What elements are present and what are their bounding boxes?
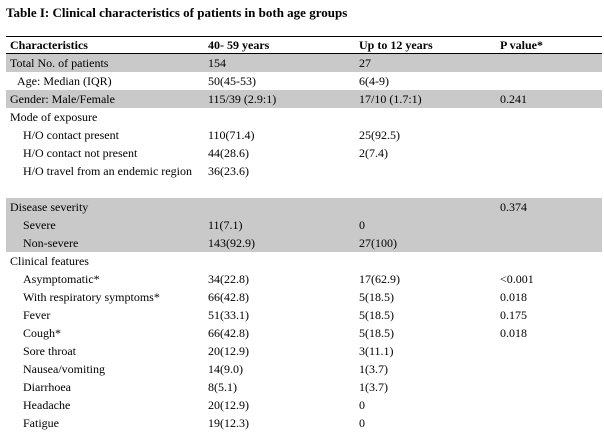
row-label: Gender: Male/Female [10, 92, 115, 106]
row-label: Fever [23, 308, 51, 322]
value-up-to-12: 25(92.5) [359, 128, 400, 142]
row-label: Asymptomatic* [23, 272, 100, 286]
p-value: 0.241 [500, 92, 527, 106]
table-row: Gender: Male/Female 115/39 (2.9:1) 17/10 (… [6, 90, 602, 108]
table-row: Age: Median (IQR) 50(45-53) 6(4-9) [6, 72, 602, 90]
header-p-value: P value* [500, 38, 544, 52]
value-up-to-12: 0 [359, 398, 365, 412]
row-label: Age: Median (IQR) [17, 74, 112, 88]
table-row: Disease severity 0.374 [6, 198, 602, 216]
value-up-to-12: 0 [359, 416, 365, 430]
p-value: 0.374 [500, 200, 527, 214]
table-row: Asymptomatic* 34(22.8) 17(62.9) <0.001 [6, 270, 602, 288]
value-40-59: 19(12.3) [208, 416, 249, 430]
p-value: 0.018 [500, 326, 527, 340]
row-label: Diarrhoea [23, 380, 71, 394]
value-40-59: 34(22.8) [208, 272, 249, 286]
value-up-to-12: 2(7.4) [359, 146, 388, 160]
row-label: Total No. of patients [10, 56, 109, 70]
row-label: H/O contact not present [23, 146, 138, 160]
row-label: Fatigue [23, 416, 59, 430]
value-up-to-12: 5(18.5) [359, 308, 394, 322]
row-label: Sore throat [23, 344, 76, 358]
table-row: Non-severe 143(92.9) 27(100) [6, 234, 602, 252]
p-value: 0.018 [500, 290, 527, 304]
table-row: With respiratory symptoms* 66(42.8) 5(18.5… [6, 288, 602, 306]
value-up-to-12: 6(4-9) [359, 74, 389, 88]
value-up-to-12: 0 [359, 218, 365, 232]
value-up-to-12: 3(11.1) [359, 344, 394, 358]
value-40-59: 110(71.4) [208, 128, 255, 142]
row-label: Disease severity [10, 200, 89, 214]
value-40-59: 20(12.9) [208, 398, 249, 412]
value-up-to-12: 27 [359, 56, 371, 70]
value-up-to-12: 5(18.5) [359, 290, 394, 304]
table-row: Nausea/vomiting 14(9.0) 1(3.7) [6, 360, 602, 378]
value-up-to-12: 17(62.9) [359, 272, 400, 286]
value-40-59: 51(33.1) [208, 308, 249, 322]
table-row: Sore throat 20(12.9) 3(11.1) [6, 342, 602, 360]
table-body: Total No. of patients 154 27 Age: Median (I… [6, 54, 602, 432]
clinical-characteristics-table: Characteristics 40- 59 years Up to 12 ye… [6, 36, 602, 432]
value-40-59: 20(12.9) [208, 344, 249, 358]
table-row: H/O contact not present 44(28.6) 2(7.4) [6, 144, 602, 162]
value-up-to-12: 1(3.7) [359, 380, 388, 394]
value-40-59: 115/39 (2.9:1) [208, 92, 277, 106]
value-40-59: 11(7.1) [208, 218, 243, 232]
value-up-to-12: 1(3.7) [359, 362, 388, 376]
row-label: Non-severe [23, 236, 79, 250]
table-row: Fever 51(33.1) 5(18.5) 0.175 [6, 306, 602, 324]
value-up-to-12: 5(18.5) [359, 326, 394, 340]
row-label: Severe [23, 218, 56, 232]
table-row: Cough* 66(42.8) 5(18.5) 0.018 [6, 324, 602, 342]
value-40-59: 66(42.8) [208, 290, 249, 304]
value-40-59: 143(92.9) [208, 236, 255, 250]
row-label: Headache [23, 398, 71, 412]
table-row: Diarrhoea 8(5.1) 1(3.7) [6, 378, 602, 396]
table-row: Fatigue 19(12.3) 0 [6, 414, 602, 432]
value-40-59: 8(5.1) [208, 380, 237, 394]
value-40-59: 44(28.6) [208, 146, 249, 160]
row-label: Nausea/vomiting [23, 362, 105, 376]
table-row: Clinical features [6, 252, 602, 270]
value-40-59: 154 [208, 56, 226, 70]
p-value: 0.175 [500, 308, 527, 322]
header-age-40-59: 40- 59 years [208, 38, 270, 52]
table-row: Total No. of patients 154 27 [6, 54, 602, 72]
row-label: Clinical features [10, 254, 89, 268]
value-40-59: 14(9.0) [208, 362, 243, 376]
table-header-row: Characteristics 40- 59 years Up to 12 ye… [6, 36, 602, 54]
table-row: Severe 11(7.1) 0 [6, 216, 602, 234]
value-40-59: 36(23.6) [208, 164, 249, 178]
row-label: Mode of exposure [10, 110, 98, 124]
row-label: H/O contact present [23, 128, 119, 142]
value-up-to-12: 27(100) [359, 236, 397, 250]
p-value: <0.001 [500, 272, 534, 286]
table-title: Table I: Clinical characteristics of pat… [6, 5, 348, 20]
table-row: H/O contact present 110(71.4) 25(92.5) [6, 126, 602, 144]
value-40-59: 66(42.8) [208, 326, 249, 340]
value-up-to-12: 17/10 (1.7:1) [359, 92, 422, 106]
header-age-up-to-12: Up to 12 years [359, 38, 433, 52]
row-label: H/O travel from an endemic region [23, 164, 192, 178]
row-label: With respiratory symptoms* [23, 290, 160, 304]
header-characteristics: Characteristics [10, 38, 88, 52]
row-label: Cough* [23, 326, 62, 340]
value-40-59: 50(45-53) [208, 74, 256, 88]
table-row: Mode of exposure [6, 108, 602, 126]
table-row: H/O travel from an endemic region 36(23.6… [6, 162, 602, 198]
table-row: Headache 20(12.9) 0 [6, 396, 602, 414]
